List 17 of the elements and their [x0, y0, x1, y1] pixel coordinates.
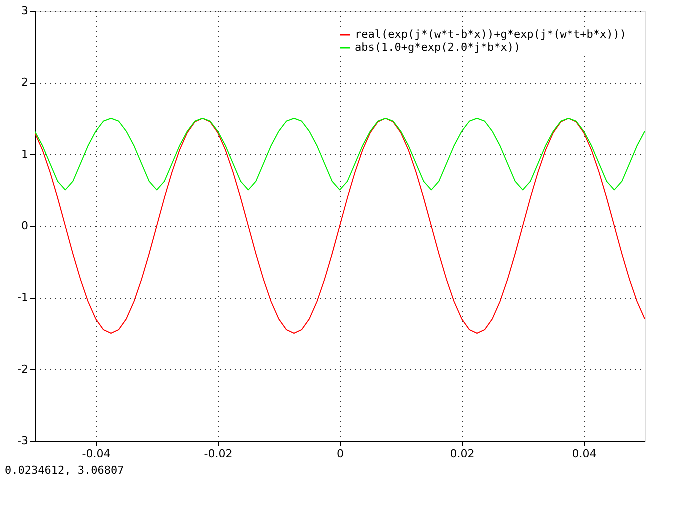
y-tick-label: 0: [22, 220, 28, 232]
line-series: [35, 118, 645, 334]
text: 0.0234612, 3.06807: [5, 464, 124, 477]
x-tick-label: 0.02: [450, 448, 475, 460]
y-tick-label: 3: [22, 4, 28, 18]
y-tick-label: -2: [18, 362, 28, 376]
y-tick-label: 2: [22, 76, 28, 90]
legend-label: real(exp(j*(w*t-b*x))+g*exp(j*(w*t+b*x))): [355, 28, 627, 41]
y-tick-label: 1: [22, 148, 28, 161]
x-tick-label: 0: [337, 448, 344, 460]
y-tick-label: -3: [18, 434, 28, 448]
line-series: [35, 118, 645, 191]
x-tick-label: 0.04: [572, 448, 597, 460]
x-tick-label: -0.04: [82, 448, 111, 460]
x-tick-label: -0.02: [204, 448, 233, 460]
legend-label: abs(1.0+g*exp(2.0*j*b*x)): [355, 41, 521, 54]
y-tick-label: -1: [18, 291, 28, 304]
